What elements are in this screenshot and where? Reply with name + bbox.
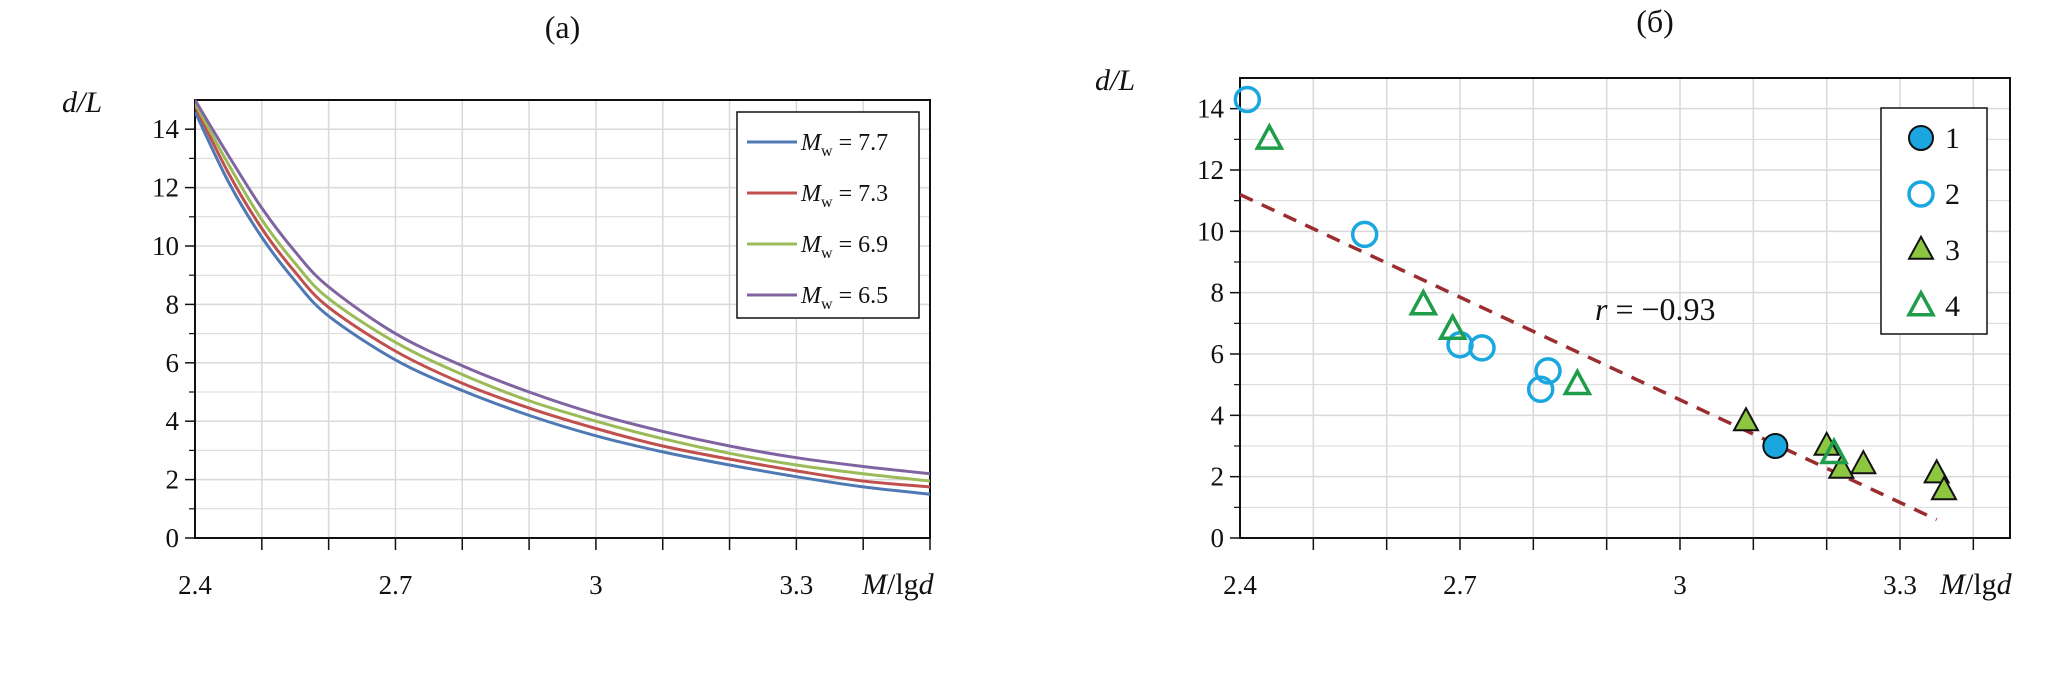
y-tick-label: 4 — [1211, 400, 1225, 430]
y-tick-label: 14 — [152, 114, 180, 144]
plot-frame — [1239, 77, 2011, 539]
scatter-point-series-4 — [1254, 122, 1285, 150]
x-tick-label: 2.7 — [379, 570, 413, 600]
x-tick-label: 2.4 — [1223, 570, 1257, 600]
legend-label: Mw = 6.9 — [800, 232, 888, 262]
legend-marker — [1906, 289, 1936, 317]
legend: 1 2 3 4 — [1880, 107, 1988, 335]
legend-label: 2 — [1945, 178, 1960, 211]
legend-marker — [1907, 234, 1935, 260]
axis-label: M/lgd — [1939, 568, 2013, 601]
x-tick-label: 2.7 — [1443, 570, 1477, 600]
legend-label: Mw = 7.7 — [800, 130, 888, 160]
trend-line — [1239, 192, 1938, 522]
y-tick-label: 12 — [152, 173, 179, 203]
scatter-point-series-4 — [1437, 312, 1468, 341]
panel-label: (б) — [1636, 3, 1674, 39]
scatter-point-series-3 — [1827, 453, 1856, 479]
correlation-annotation: r = −0.93 — [1595, 291, 1716, 327]
legend-marker — [1907, 180, 1935, 208]
scatter-point-series-2 — [1233, 85, 1262, 114]
y-axis-label: d/L — [1095, 64, 1135, 97]
scatter-point-series-4 — [1408, 288, 1439, 316]
y-tick-label: 6 — [1211, 339, 1225, 369]
panel-a-line-chart: (a) 0 2 4 6 8 10 12 14 2.4 2.7 3 3.3 d/L M/lgd Mw = 7.7… — [62, 9, 935, 601]
x-tick-label: 3.3 — [779, 570, 813, 600]
y-tick-label: 10 — [1197, 216, 1224, 246]
y-tick-label: 10 — [152, 231, 179, 261]
y-axis-label: d/L — [62, 86, 102, 119]
x-tick-label: 3.3 — [1883, 570, 1917, 600]
x-tick-label: 3 — [1673, 570, 1687, 600]
y-tick-label: 2 — [1211, 462, 1225, 492]
scatter-point-series-3 — [1930, 475, 1958, 501]
plot-frame — [194, 99, 931, 539]
scatter-point-series-3 — [1922, 458, 1951, 484]
scatter-point-series-1 — [1762, 433, 1789, 459]
panel-label: (a) — [545, 9, 581, 45]
legend-label: 3 — [1945, 234, 1960, 267]
x-tick-label: 3 — [589, 570, 603, 600]
series-line — [195, 99, 930, 476]
scatter-point-series-4 — [1819, 436, 1849, 465]
y-tick-label: 4 — [166, 406, 180, 436]
scatter-point-series-3 — [1849, 449, 1878, 475]
legend-box — [1880, 107, 1988, 335]
legend-label: 1 — [1945, 122, 1960, 155]
y-tick-label: 8 — [1211, 278, 1225, 308]
scatter-point-series-2 — [1468, 334, 1496, 362]
y-tick-label: 0 — [1211, 523, 1225, 553]
axis-label: M/lgd — [861, 568, 935, 601]
y-tick-label: 2 — [166, 465, 180, 495]
legend-box — [736, 111, 920, 319]
y-tick-label: 14 — [1197, 94, 1225, 124]
y-tick-label: 12 — [1197, 155, 1224, 185]
scatter-point-series-2 — [1350, 220, 1379, 249]
legend: Mw = 7.7 Mw = 7.3 Mw = 6.9 Mw = 6.5 — [736, 111, 920, 319]
scatter-point-series-2 — [1534, 357, 1562, 385]
grid — [1240, 78, 2010, 550]
legend-marker — [1908, 125, 1934, 151]
series-line — [195, 105, 930, 489]
series-line — [195, 102, 930, 483]
y-tick-label: 0 — [166, 523, 180, 553]
scatter-point-series-3 — [1732, 406, 1760, 432]
y-tick-label: 8 — [166, 289, 180, 319]
legend-label: Mw = 7.3 — [800, 181, 888, 211]
series-line — [195, 111, 930, 496]
x-tick-label: 2.4 — [178, 570, 212, 600]
legend-label: 4 — [1945, 290, 1960, 323]
y-tick-label: 6 — [166, 348, 180, 378]
legend-label: Mw = 6.5 — [800, 283, 888, 313]
data-points — [1233, 85, 1958, 501]
scatter-point-series-2 — [1526, 375, 1555, 404]
scatter-point-series-4 — [1562, 367, 1593, 396]
series-lines — [195, 99, 930, 496]
